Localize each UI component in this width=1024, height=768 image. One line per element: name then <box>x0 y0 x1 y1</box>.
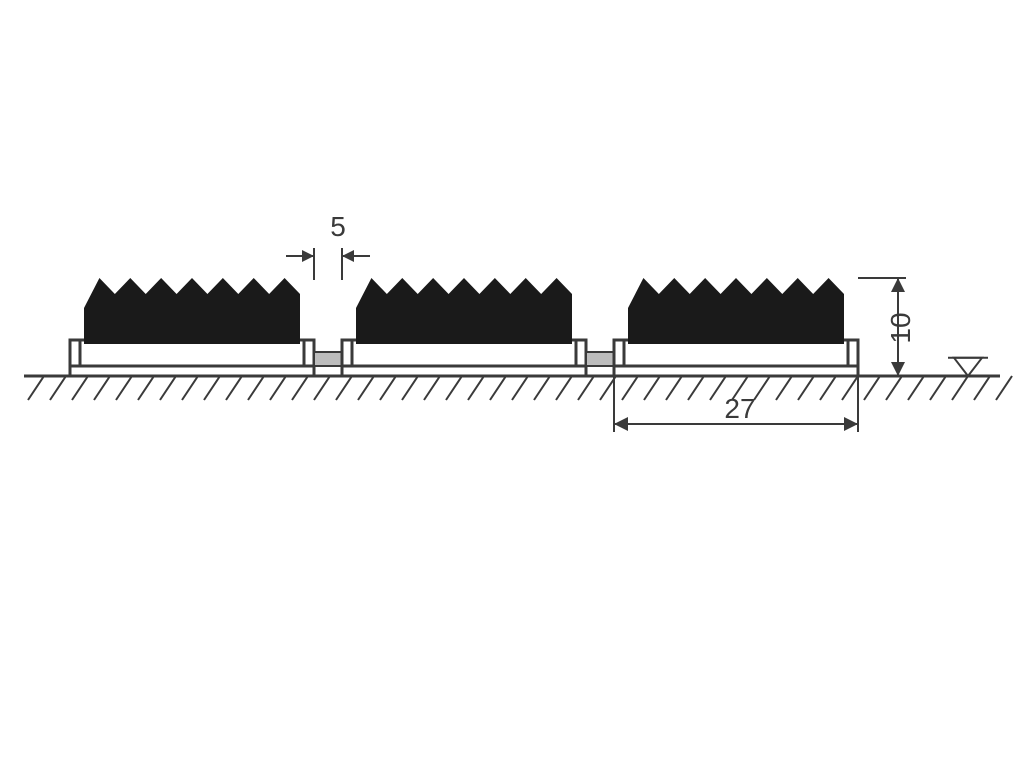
dimension-width-label: 27 <box>724 393 755 424</box>
dimension-gap-label: 5 <box>330 211 346 242</box>
dimension-height-label: 10 <box>885 312 916 343</box>
